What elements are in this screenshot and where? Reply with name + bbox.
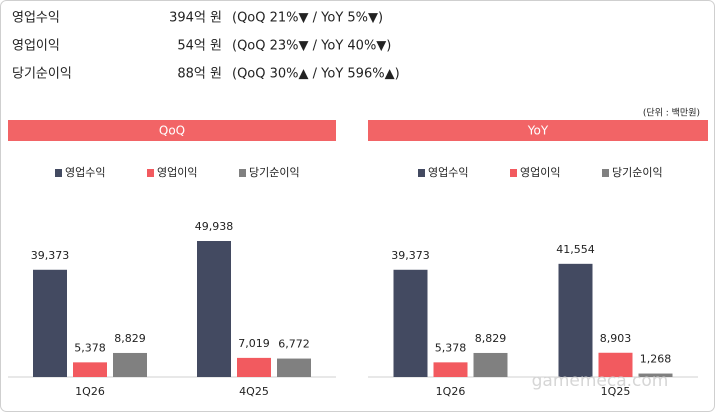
legend-swatch (418, 169, 425, 177)
value-label: 5,378 (435, 341, 467, 354)
bar (393, 269, 428, 377)
summary-change: (QoQ 30%▲ / YoY 596%▲) (232, 67, 400, 82)
legend-swatch (602, 169, 609, 177)
summary-amount: 54억 원 (177, 39, 222, 54)
summary-amount: 88억 원 (177, 67, 222, 82)
x-tick-label: 4Q25 (239, 385, 269, 398)
legend-swatch (55, 169, 62, 177)
summary-label: 당기순이익 (12, 67, 72, 82)
value-label: 39,373 (31, 249, 70, 262)
summary-label: 영업이익 (12, 39, 60, 54)
value-label: 41,554 (556, 243, 595, 256)
x-tick-label: 1Q26 (436, 385, 466, 398)
value-label: 49,938 (195, 220, 234, 233)
x-tick-label: 1Q26 (75, 385, 105, 398)
legend-label: 영업수익 (428, 166, 468, 179)
legend-swatch (147, 169, 154, 177)
value-label: 8,829 (475, 332, 507, 345)
watermark: gamemeca.com (532, 371, 669, 391)
summary-label: 영업수익 (12, 11, 60, 26)
chart-title: YoY (527, 124, 549, 138)
legend-swatch (239, 169, 246, 177)
bar (113, 352, 147, 377)
summary-change: (QoQ 21%▼ / YoY 5%▼) (232, 11, 383, 26)
bar (558, 263, 593, 377)
header-bar (368, 120, 708, 141)
bar (598, 352, 633, 377)
legend-label: 영업수익 (65, 166, 105, 179)
legend-label: 영업이익 (157, 166, 197, 179)
chart-title: QoQ (159, 124, 185, 138)
value-label: 8,903 (600, 332, 632, 345)
legend-label: 당기순이익 (612, 166, 663, 179)
bar (197, 241, 231, 377)
legend-swatch (510, 169, 517, 177)
value-label: 6,772 (278, 338, 310, 351)
bar (237, 357, 271, 377)
legend-label: 당기순이익 (249, 166, 300, 179)
bar (277, 358, 311, 377)
unit-note: (단위 : 백만원) (643, 108, 700, 119)
value-label: 8,829 (114, 332, 146, 345)
legend-label: 영업이익 (520, 166, 560, 179)
bar (73, 362, 107, 377)
summary-change: (QoQ 23%▼ / YoY 40%▼) (232, 39, 391, 54)
summary-amount: 394억 원 (169, 11, 222, 26)
bar (33, 269, 67, 377)
bar (638, 373, 673, 377)
header-bar (8, 120, 336, 141)
x-tick-label: 1Q25 (601, 385, 631, 398)
value-label: 39,373 (391, 249, 430, 262)
value-label: 5,378 (74, 341, 106, 354)
bar (433, 362, 468, 377)
value-label: 7,019 (238, 337, 270, 350)
bar (473, 352, 508, 377)
value-label: 1,268 (640, 353, 672, 366)
